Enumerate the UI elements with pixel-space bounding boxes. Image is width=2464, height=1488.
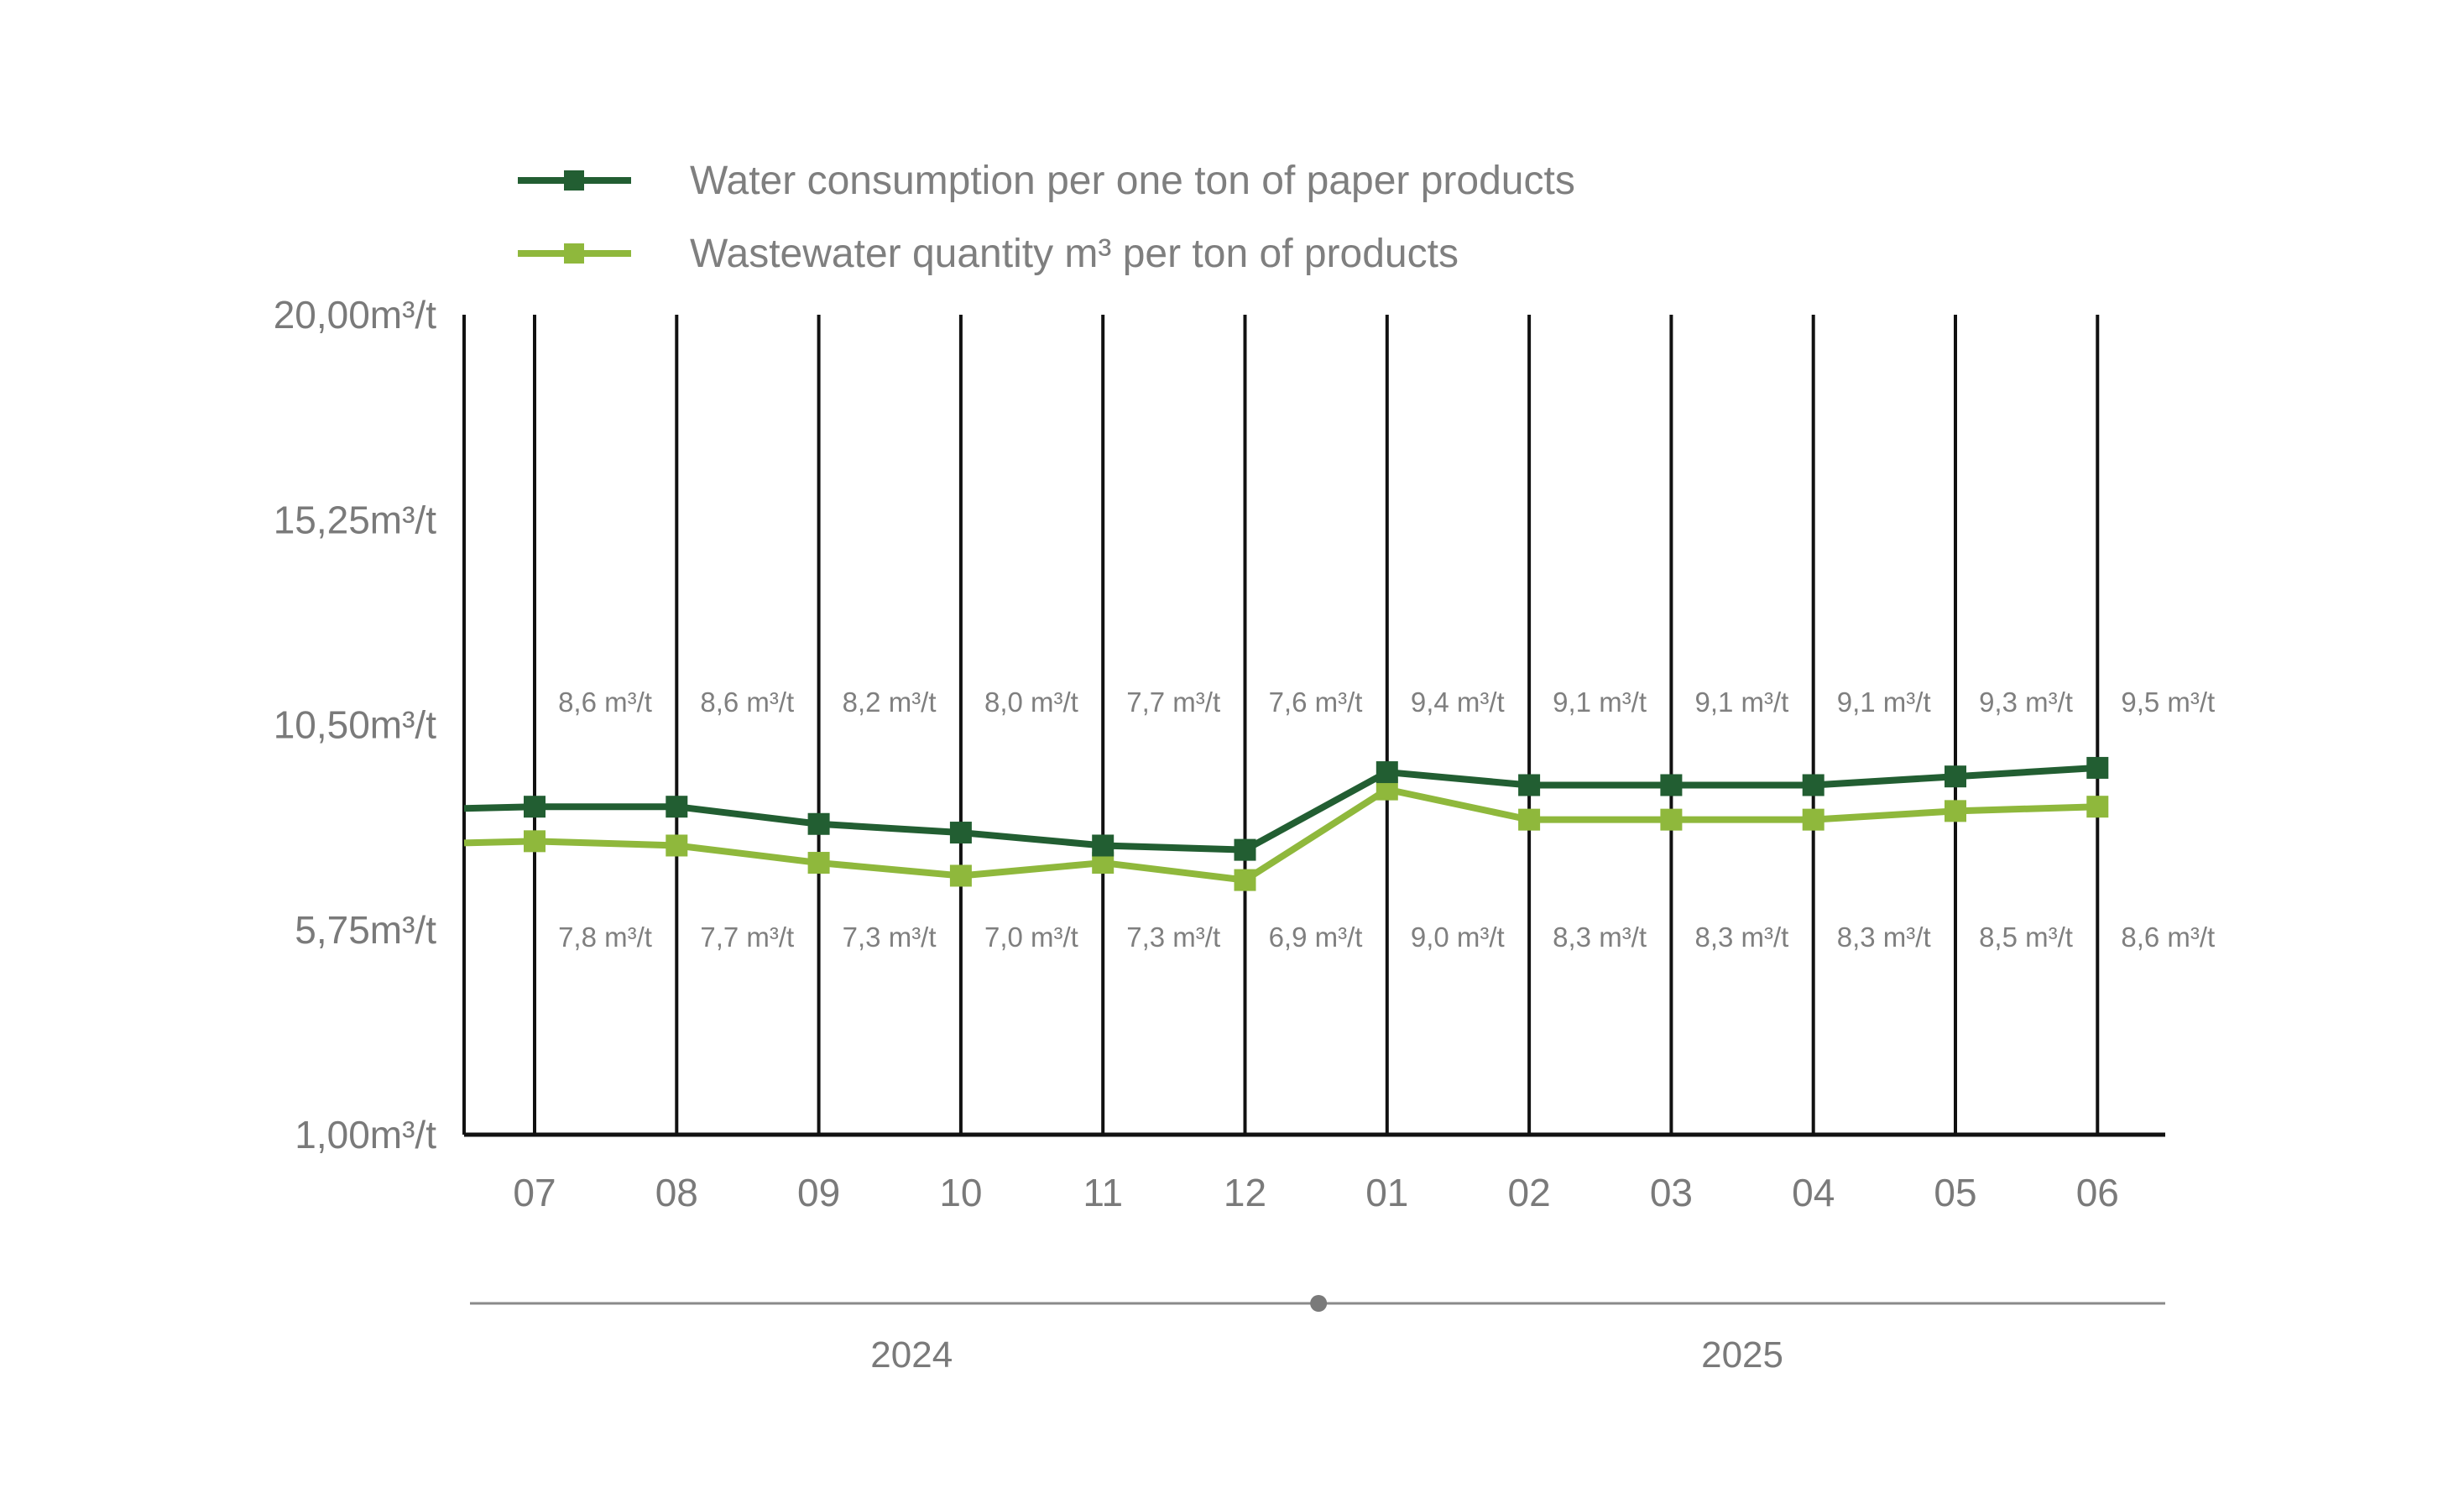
series-line-2 (463, 786, 2098, 884)
data-point-series-1 (1660, 774, 1683, 796)
data-label-series-2: 8,3 m³/t (1694, 922, 1788, 953)
x-tick-label: 11 (1083, 1171, 1123, 1214)
x-tick-label: 01 (1365, 1171, 1408, 1214)
data-point-series-1 (1802, 774, 1825, 796)
x-tick-label: 04 (1792, 1171, 1835, 1214)
x-tick-label: 09 (797, 1171, 840, 1214)
legend-swatch-marker (564, 170, 584, 191)
data-point-series-2 (666, 834, 688, 857)
x-tick-label: 05 (1934, 1171, 1976, 1214)
data-label-series-2: 8,3 m³/t (1553, 922, 1647, 953)
data-label-series-2: 9,0 m³/t (1411, 922, 1505, 953)
data-label-series-1: 7,7 m³/t (1126, 687, 1220, 718)
y-tick-label: 5,75m³/t (295, 908, 436, 952)
year-label: 2025 (1701, 1334, 1783, 1376)
data-label-series-2: 7,3 m³/t (1126, 922, 1220, 953)
data-label-series-2: 6,9 m³/t (1269, 922, 1363, 953)
data-point-series-2 (807, 852, 830, 875)
data-point-series-2 (949, 864, 972, 887)
data-point-series-2 (1802, 808, 1825, 831)
data-point-series-1 (1092, 834, 1115, 857)
data-point-series-2 (524, 830, 546, 853)
year-label: 2024 (870, 1334, 953, 1376)
x-tick-label: 12 (1224, 1171, 1266, 1214)
x-tick-label: 08 (655, 1171, 698, 1214)
year-divider-dot (1310, 1295, 1328, 1312)
y-tick-label: 15,25m³/t (274, 498, 437, 541)
legend-swatch-marker (564, 243, 584, 264)
x-tick-label: 03 (1650, 1171, 1693, 1214)
legend-item-2: Wastewater quantity m³ per ton of produc… (518, 232, 1459, 276)
data-point-series-1 (949, 822, 972, 844)
data-label-series-1: 9,3 m³/t (1979, 687, 2073, 718)
x-tick-label: 10 (939, 1171, 982, 1214)
data-point-series-1 (2086, 756, 2109, 779)
data-point-series-2 (1518, 808, 1541, 831)
data-label-series-1: 8,0 m³/t (984, 687, 1078, 718)
y-tick-label: 10,50m³/t (274, 703, 437, 747)
data-label-series-1: 8,6 m³/t (700, 687, 794, 718)
data-label-series-2: 8,6 m³/t (2121, 922, 2215, 953)
data-point-series-1 (1376, 761, 1398, 784)
data-label-series-2: 7,0 m³/t (984, 922, 1078, 953)
data-point-series-1 (1518, 774, 1541, 796)
x-tick-label: 02 (1508, 1171, 1551, 1214)
legend-label: Water consumption per one ton of paper p… (690, 159, 1575, 203)
x-tick-label: 07 (513, 1171, 556, 1214)
data-label-series-2: 7,7 m³/t (700, 922, 794, 953)
data-point-series-1 (807, 812, 830, 835)
data-point-series-2 (2086, 796, 2109, 818)
data-label-series-1: 9,1 m³/t (1837, 687, 1931, 718)
data-label-series-2: 7,3 m³/t (843, 922, 937, 953)
data-point-series-2 (1234, 869, 1256, 891)
legend-item-1: Water consumption per one ton of paper p… (518, 159, 1575, 203)
data-label-series-1: 7,6 m³/t (1269, 687, 1363, 718)
data-label-series-2: 7,8 m³/t (558, 922, 652, 953)
data-label-series-1: 9,5 m³/t (2121, 687, 2215, 718)
data-label-series-1: 9,1 m³/t (1553, 687, 1647, 718)
x-tick-label: 06 (2076, 1171, 2119, 1214)
data-label-series-1: 8,2 m³/t (843, 687, 937, 718)
y-tick-label: 1,00m³/t (295, 1113, 436, 1156)
data-point-series-1 (524, 796, 546, 818)
y-tick-label: 20,00m³/t (274, 293, 437, 337)
data-point-series-1 (1945, 765, 1966, 788)
legend-label: Wastewater quantity m³ per ton of produc… (690, 232, 1459, 276)
data-label-series-1: 8,6 m³/t (558, 687, 652, 718)
data-label-series-2: 8,5 m³/t (1979, 922, 2073, 953)
data-label-series-2: 8,3 m³/t (1837, 922, 1931, 953)
data-label-series-1: 9,1 m³/t (1694, 687, 1788, 718)
data-point-series-1 (666, 796, 688, 818)
data-point-series-1 (1234, 838, 1256, 861)
data-point-series-2 (1945, 800, 1966, 822)
data-label-series-1: 9,4 m³/t (1411, 687, 1505, 718)
data-point-series-2 (1660, 808, 1683, 831)
series-line-1 (463, 764, 2098, 854)
